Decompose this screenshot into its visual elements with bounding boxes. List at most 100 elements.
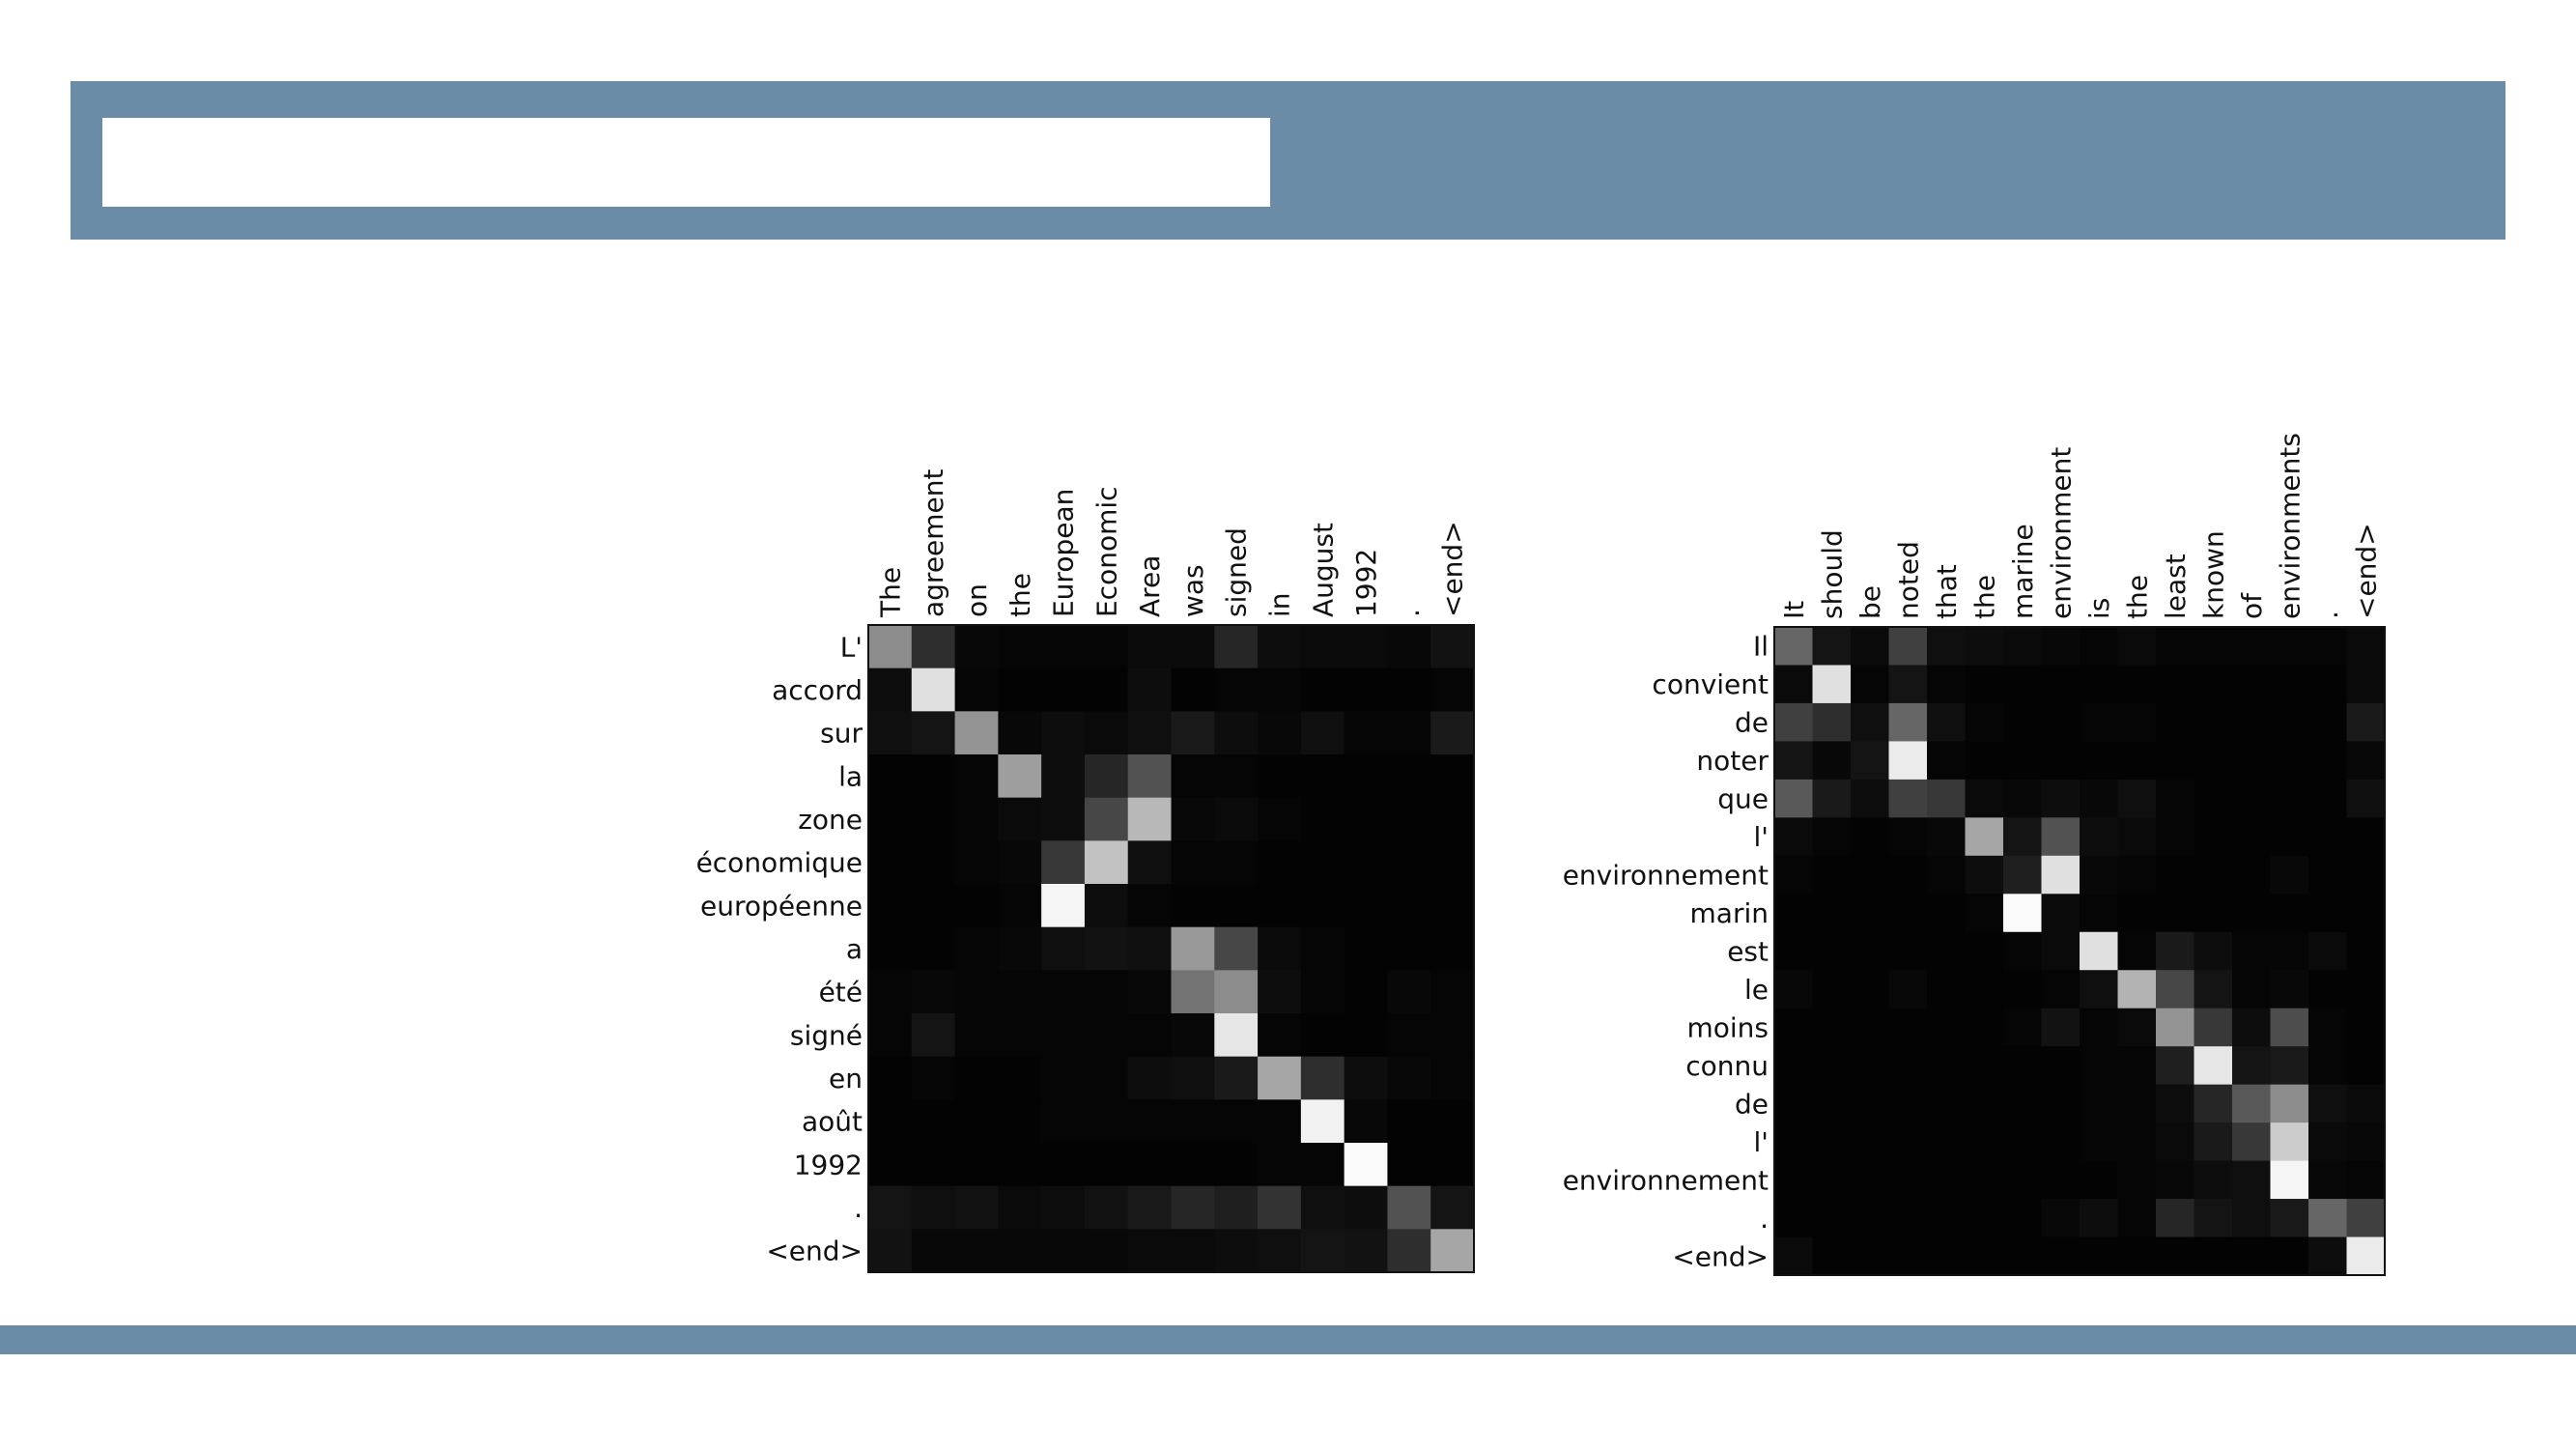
heatmap-cell xyxy=(1812,817,1852,857)
y-tick-label: <end> xyxy=(1672,1240,1769,1272)
heatmap-cell xyxy=(2232,1122,2272,1162)
heatmap-cell xyxy=(2156,970,2195,1009)
heatmap-cell xyxy=(1171,840,1215,885)
heatmap-cell xyxy=(1344,754,1389,799)
heatmap-cell xyxy=(1084,970,1129,1014)
heatmap-cell xyxy=(868,1143,913,1187)
heatmap-cell xyxy=(2270,1199,2309,1238)
heatmap-cell xyxy=(1041,1056,1086,1100)
heatmap-cell xyxy=(1171,926,1215,971)
heatmap-cell xyxy=(2041,1008,2081,1047)
heatmap-cell xyxy=(2003,665,2043,704)
heatmap-cell xyxy=(1430,840,1475,885)
heatmap-cell xyxy=(1258,970,1302,1014)
heatmap-cell xyxy=(2080,627,2119,667)
heatmap-cell xyxy=(1774,931,1814,971)
heatmap-cell xyxy=(2270,1046,2309,1086)
heatmap-cell xyxy=(2041,1084,2081,1123)
heatmap-cell xyxy=(868,754,913,799)
heatmap-cell xyxy=(2156,1160,2195,1200)
heatmap-cell xyxy=(2346,1008,2386,1047)
y-tick-label: sur xyxy=(820,718,863,750)
heatmap-cell xyxy=(2194,779,2233,818)
heatmap-cell xyxy=(1774,1160,1814,1200)
heatmap-cell xyxy=(2308,1008,2348,1047)
heatmap-cell xyxy=(1084,1143,1129,1187)
heatmap-cell xyxy=(1041,754,1086,799)
heatmap-cell xyxy=(1300,625,1345,669)
heatmap-cell xyxy=(2041,702,2081,743)
heatmap-cell xyxy=(1927,1122,1967,1162)
heatmap-cell xyxy=(2080,1008,2119,1047)
heatmap-cell xyxy=(2232,894,2272,933)
heatmap-cell xyxy=(2080,1160,2119,1200)
heatmap-cell xyxy=(911,1143,956,1187)
y-tick-label: est xyxy=(1727,936,1769,968)
heatmap-cell xyxy=(1041,668,1086,712)
heatmap-cell xyxy=(2156,894,2195,933)
heatmap-cell xyxy=(2041,970,2081,1009)
heatmap-cell xyxy=(2194,1160,2233,1200)
heatmap-cell xyxy=(868,884,913,928)
heatmap-cell xyxy=(2041,1160,2081,1200)
heatmap-cell xyxy=(1965,1084,2004,1123)
heatmap-cell xyxy=(2308,1199,2348,1238)
heatmap-cell xyxy=(911,754,956,799)
heatmap-cell xyxy=(1774,1122,1814,1162)
heatmap-cell xyxy=(1812,1122,1852,1162)
heatmap-cell xyxy=(954,884,999,928)
heatmap-cell xyxy=(2041,931,2081,971)
heatmap-cell xyxy=(2080,931,2119,971)
heatmap-cell xyxy=(1851,779,1890,818)
heatmap-cell xyxy=(1888,817,1928,857)
heatmap-cell xyxy=(1430,1099,1475,1144)
x-tick-label: Area xyxy=(1134,555,1166,617)
heatmap-cell xyxy=(954,1143,999,1187)
heatmap-cell xyxy=(2117,1236,2157,1276)
heatmap-cell xyxy=(1774,1236,1814,1276)
heatmap-cell xyxy=(1774,894,1814,933)
heatmap-cell xyxy=(1812,1046,1852,1086)
heatmap-cell xyxy=(954,711,999,755)
heatmap-cell xyxy=(911,840,956,885)
x-tick-label: environment xyxy=(2045,447,2077,619)
x-tick-label: known xyxy=(2197,530,2229,619)
heatmap-cell xyxy=(1258,625,1302,669)
heatmap-cell xyxy=(1127,711,1173,755)
heatmap-cell xyxy=(1851,931,1890,971)
heatmap-cell xyxy=(2232,931,2272,971)
heatmap-cell xyxy=(1965,702,2004,743)
heatmap-cell xyxy=(1300,970,1345,1014)
y-tick-label: économique xyxy=(696,847,863,879)
heatmap-cell xyxy=(1041,797,1086,841)
heatmap-cell xyxy=(1851,627,1890,667)
heatmap-cell xyxy=(1774,741,1814,781)
y-tick-label: connu xyxy=(1685,1050,1769,1082)
heatmap-cell xyxy=(2232,817,2272,857)
heatmap-cell xyxy=(2080,779,2119,818)
x-tick-label: of xyxy=(2236,592,2268,619)
heatmap-cell xyxy=(1927,817,1967,857)
x-tick-label: . xyxy=(2312,611,2344,619)
heatmap-cell xyxy=(1214,711,1259,755)
heatmap-cell xyxy=(998,884,1042,928)
heatmap-cell xyxy=(1171,1185,1215,1230)
heatmap-cell xyxy=(1774,1008,1814,1047)
heatmap-cell xyxy=(1041,840,1086,885)
heatmap-cell xyxy=(1214,970,1259,1014)
heatmap-cell xyxy=(1965,779,2004,818)
heatmap-cell xyxy=(2308,702,2348,743)
heatmap-cell xyxy=(2194,970,2233,1009)
y-tick-label: convient xyxy=(1652,668,1769,700)
heatmap-cell xyxy=(2308,1236,2348,1276)
title-box xyxy=(102,118,1270,207)
heatmap-cell xyxy=(954,754,999,799)
heatmap-cell xyxy=(1851,665,1890,704)
heatmap-cell xyxy=(1258,1013,1302,1058)
heatmap-cell xyxy=(2270,702,2309,743)
heatmap-cell xyxy=(1084,1185,1129,1230)
heatmap-cell xyxy=(2003,1122,2043,1162)
heatmap-cell xyxy=(2041,1236,2081,1276)
heatmap-cell xyxy=(1430,625,1475,669)
heatmap-cell xyxy=(1812,1199,1852,1238)
